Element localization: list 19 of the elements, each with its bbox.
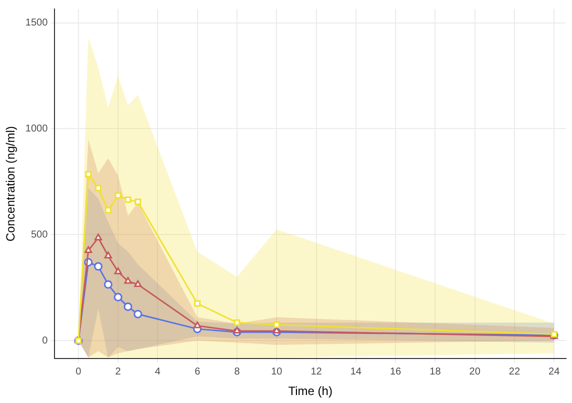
y-tick-label: 1500 bbox=[25, 18, 48, 29]
x-tick-label: 20 bbox=[469, 366, 481, 378]
x-tick-label: 8 bbox=[234, 366, 240, 378]
x-tick-label: 14 bbox=[350, 366, 362, 378]
y-tick-label: 1000 bbox=[25, 123, 48, 134]
y-tick-label: 500 bbox=[30, 229, 48, 240]
x-tick-label: 6 bbox=[194, 366, 201, 378]
x-tick-label: 16 bbox=[390, 366, 402, 378]
y-tick-label: 0 bbox=[42, 335, 48, 346]
x-tick-label: 12 bbox=[310, 366, 322, 378]
x-tick-label: 10 bbox=[271, 366, 283, 378]
y-axis-title: Concentration (ng/ml) bbox=[4, 126, 18, 242]
x-tick-label: 18 bbox=[430, 366, 442, 378]
x-tick-label: 0 bbox=[76, 366, 82, 378]
x-tick-label: 22 bbox=[508, 366, 520, 378]
x-tick-label: 4 bbox=[154, 366, 161, 378]
x-axis-title: Time (h) bbox=[288, 384, 332, 398]
x-tick-label: 24 bbox=[548, 366, 560, 378]
x-tick-label: 2 bbox=[115, 366, 122, 378]
